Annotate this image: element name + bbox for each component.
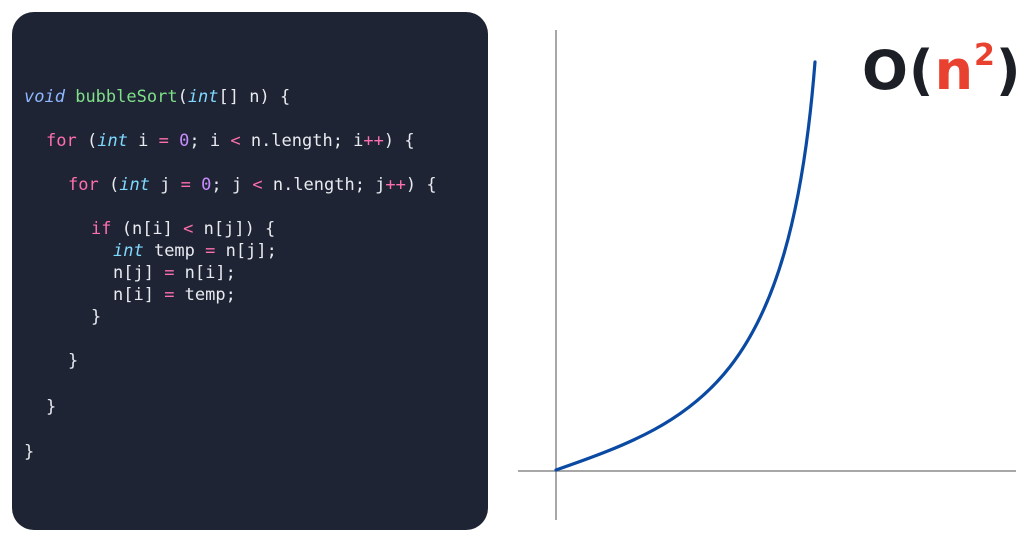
big-o-base: n [934, 39, 975, 102]
keyword-int-j: int [119, 175, 150, 195]
code-line-close-outer-for: } [46, 397, 57, 417]
number-zero-i: 0 [179, 131, 190, 151]
big-o-suffix: ) [995, 39, 1022, 102]
code-line-temp: int temp = n[j]; [113, 241, 277, 261]
code-line-close-if: } [91, 307, 102, 327]
big-o-prefix: O( [862, 39, 935, 102]
keyword-int-temp: int [113, 241, 144, 261]
code-line-close-inner-for: } [68, 351, 79, 371]
function-name: bubbleSort [75, 87, 178, 107]
number-zero-j: 0 [201, 175, 212, 195]
code-line-close-method: } [24, 442, 35, 462]
code-line-outer-for: for (int i = 0; i < n.length; i++) { [46, 131, 415, 151]
keyword-int-i: int [97, 131, 128, 151]
signature-rest: [] n) { [218, 87, 291, 107]
keyword-int: int [187, 87, 219, 107]
keyword-for-outer: for [46, 131, 77, 151]
code-line-swap-j: n[j] = n[i]; [113, 263, 236, 283]
code-line-if: if (n[i] < n[j]) { [91, 219, 276, 239]
code-line-swap-i: n[i] = temp; [113, 285, 236, 305]
keyword-for-inner: for [68, 175, 99, 195]
quadratic-curve [554, 60, 817, 472]
keyword-if: if [91, 219, 112, 239]
big-o-label: O(n2) [862, 36, 1022, 106]
code-line-inner-for: for (int j = 0; j < n.length; j++) { [68, 175, 437, 195]
code-panel: void bubbleSort(int[] n) { for (int i = … [12, 12, 488, 530]
big-o-exponent: 2 [974, 38, 996, 73]
code-line-signature: void bubbleSort(int[] n) { [24, 87, 291, 107]
keyword-void: void [24, 87, 65, 107]
